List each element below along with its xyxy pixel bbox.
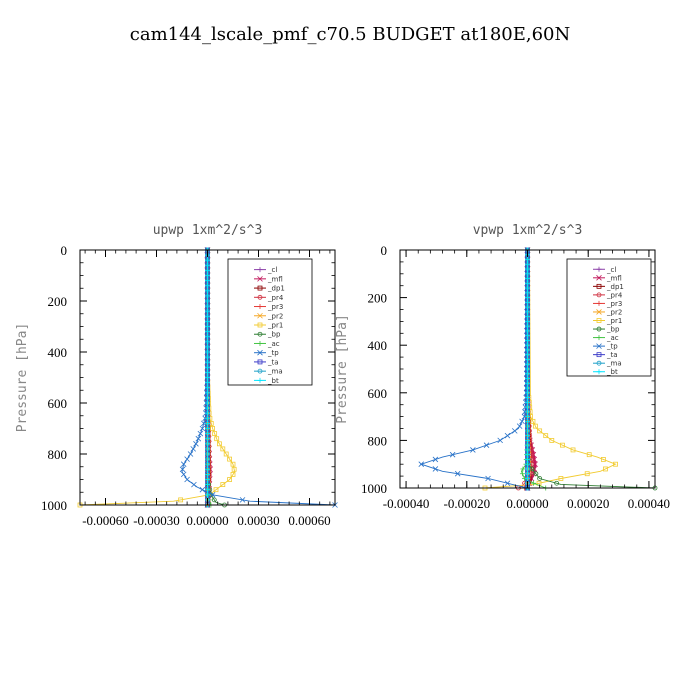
chart-panel-upwp: upwp 1xm^2/s^3 Pressure [hPa] 0 200 400 600 80…: [15, 223, 338, 528]
y-tick-label: 0: [61, 243, 68, 258]
legend-label: _pr2: [267, 312, 283, 320]
legend-label: _pr1: [267, 322, 283, 330]
y-tick-label: 600: [368, 386, 388, 401]
legend-item-pr2: _pr2: [593, 308, 622, 316]
legend-item-bt: _bt: [254, 377, 279, 385]
legend-label: _ma: [267, 368, 283, 376]
legend-label: _tp: [267, 349, 279, 357]
legend-label: _ta: [606, 351, 618, 359]
legend-item-ma: _ma: [593, 360, 622, 368]
y-tick-label: 400: [368, 338, 388, 353]
y-tick-label: 600: [48, 396, 68, 411]
x-tick-label: 0.00000: [506, 496, 548, 511]
y-tick-label: 1000: [41, 498, 67, 513]
x-tick-label: -0.00030: [133, 513, 180, 528]
panel-title: vpwp 1xm^2/s^3: [473, 223, 583, 238]
y-tick-label: 1000: [361, 481, 387, 496]
legend: _cl_mfl _dp1_pr4_pr3_pr2 _pr1_bp_ac_tp_ta _…: [227, 258, 313, 386]
legend-box: [566, 258, 652, 377]
y-axis-label: Pressure [hPa]: [15, 323, 30, 433]
legend-item-pr1: _pr1: [254, 322, 283, 330]
series-line-pr1: [484, 249, 617, 489]
legend-item-dp1: _dp1: [254, 285, 285, 293]
series-line-tp: [419, 249, 528, 489]
legend-label: _bp: [606, 326, 620, 334]
legend-item-cl: _cl: [593, 266, 616, 274]
x-tick-label: -0.00040: [383, 496, 430, 511]
legend-label: _pr2: [606, 308, 622, 316]
panel-title: upwp 1xm^2/s^3: [153, 223, 263, 238]
legend-item-ta: _ta: [254, 358, 279, 366]
x-tick-label: -0.00020: [443, 496, 490, 511]
legend-label: _dp1: [267, 285, 285, 293]
legend-item-pr1: _pr1: [593, 317, 622, 325]
legend: _cl_mfl_dp1_pr4_pr3_pr2_pr1_bp_ac_tp_ta_…: [566, 258, 652, 377]
chart-panel-vpwp: vpwp 1xm^2/s^3 Pressure [hPa] 0 200 400 600 80…: [335, 223, 670, 511]
legend-item-ac: _ac: [593, 334, 619, 342]
legend-label: _ma: [606, 360, 622, 368]
x-tick-label: 0.00020: [567, 496, 609, 511]
legend-label: _pr3: [606, 300, 622, 308]
legend-item-pr3: _pr3: [254, 303, 283, 311]
legend-item-bp: _bp: [593, 326, 620, 334]
legend-item-pr4: _pr4: [254, 294, 284, 302]
y-axis-label: Pressure [hPa]: [335, 314, 350, 424]
y-tick-label: 0: [381, 243, 388, 258]
series-markers-bt: [525, 247, 530, 491]
legend-item-ac: _ac: [254, 340, 280, 348]
x-tick-label: 0.00040: [628, 496, 670, 511]
legend-item-tp: _tp: [254, 349, 279, 357]
legend-label: _pr1: [606, 317, 622, 325]
y-tick-label: 800: [48, 447, 68, 462]
legend-item-dp1: _dp1: [593, 283, 624, 291]
legend-item-mfl: _mfl: [254, 275, 283, 283]
y-tick-label: 200: [48, 294, 68, 309]
legend-item-tp: _tp: [593, 343, 618, 351]
legend-label: _ta: [267, 358, 279, 366]
legend-label: _cl: [267, 266, 277, 274]
y-tick-label: 400: [48, 345, 68, 360]
legend-label: _dp1: [606, 283, 624, 291]
legend-item-mfl: _mfl: [593, 274, 622, 282]
legend-label: _ac: [267, 340, 280, 348]
x-tick-label: 0.00060: [288, 513, 330, 528]
x-tick-label: -0.00060: [82, 513, 129, 528]
figure-title: cam144_lscale_pmf_c70.5 BUDGET at180E,60…: [130, 24, 571, 45]
legend-item-pr3: _pr3: [593, 300, 622, 308]
legend-box: [227, 258, 313, 386]
legend-item-ta: _ta: [593, 351, 618, 359]
x-tick-label: 0.00000: [186, 513, 228, 528]
legend-item-bt: _bt: [593, 368, 618, 376]
legend-item-bp: _bp: [254, 331, 281, 339]
legend-label: _mfl: [267, 275, 283, 283]
x-tick-label: 0.00030: [237, 513, 279, 528]
legend-label: _bt: [606, 368, 618, 376]
legend-item-cl: _cl: [254, 266, 277, 274]
legend-label: _bt: [267, 377, 279, 385]
legend-label: _pr4: [267, 294, 284, 302]
legend-label: _mfl: [606, 274, 622, 282]
series-group: [418, 247, 658, 491]
y-tick-label: 200: [368, 291, 388, 306]
legend-label: _pr3: [267, 303, 283, 311]
legend-item-pr4: _pr4: [593, 291, 623, 299]
legend-label: _ac: [606, 334, 619, 342]
legend-label: _tp: [606, 343, 618, 351]
legend-item-ma: _ma: [254, 368, 283, 376]
legend-label: _pr4: [606, 291, 623, 299]
legend-label: _cl: [606, 266, 616, 274]
legend-label: _bp: [267, 331, 281, 339]
y-tick-label: 800: [368, 433, 388, 448]
legend-item-pr2: _pr2: [254, 312, 283, 320]
